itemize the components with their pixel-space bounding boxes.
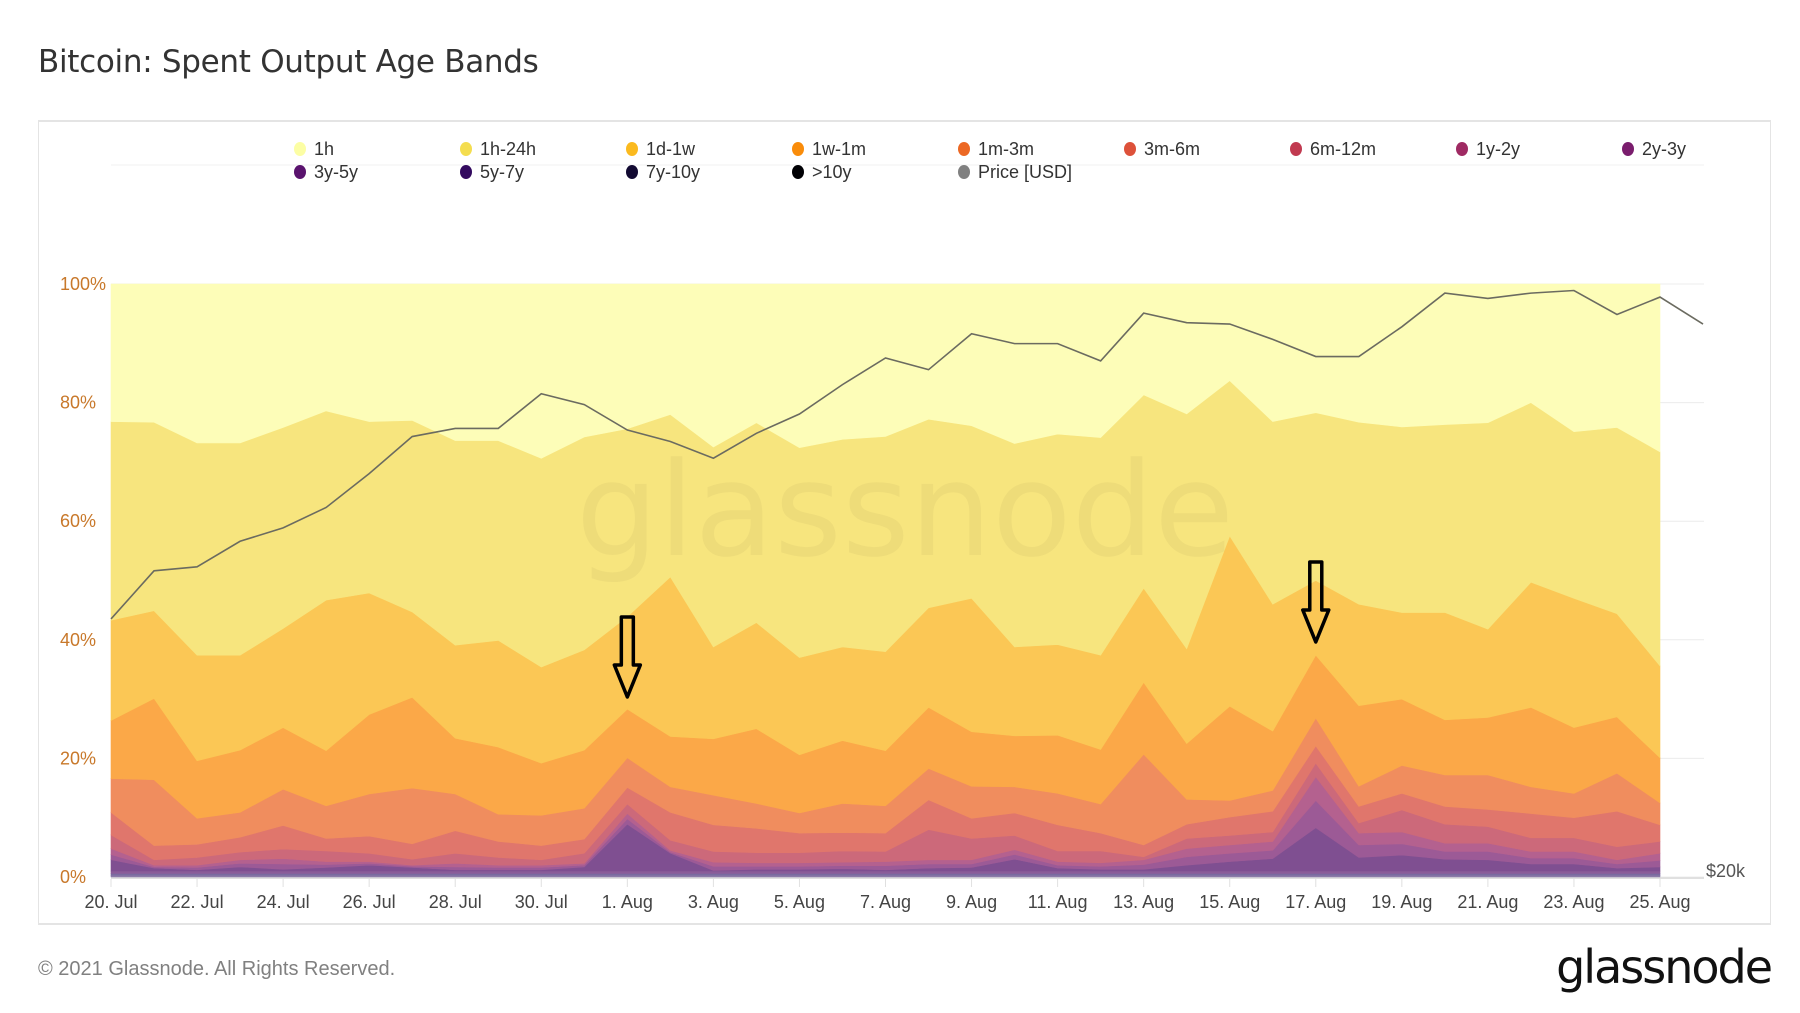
legend-label: 5y-7y [480, 162, 524, 182]
legend-label: 3y-5y [314, 162, 358, 182]
x-tick-label: 30. Jul [515, 892, 568, 912]
legend-swatch [792, 142, 804, 156]
arrow-down-icon [1301, 560, 1331, 644]
legend-label: 1m-3m [978, 139, 1034, 159]
glassnode-logo: glassnode [1556, 940, 1773, 994]
legend-swatch [958, 142, 970, 156]
watermark: glassnode [576, 434, 1234, 586]
annotations [612, 560, 1331, 699]
x-tick-label: 7. Aug [860, 892, 911, 912]
price-series-line [110, 289, 1704, 620]
page-title: Bitcoin: Spent Output Age Bands [38, 44, 539, 80]
legend-item[interactable]: 1d-1w [626, 139, 696, 159]
legend-item[interactable]: 5y-7y [460, 162, 524, 182]
y-tick-label: 60% [60, 511, 96, 531]
y-tick-label: 40% [60, 630, 96, 650]
x-tick-label: 21. Aug [1457, 892, 1518, 912]
x-axis: 20. Jul 22. Jul 24. Jul 26. Jul 28. Jul 30. J… [84, 879, 1691, 912]
x-tick-label: 5. Aug [774, 892, 825, 912]
legend-item[interactable]: 2y-3y [1622, 139, 1686, 159]
x-tick-label: 11. Aug [1028, 892, 1088, 912]
legend-swatch [294, 142, 306, 156]
arrow-down-icon [612, 615, 643, 699]
legend-label: 1h [314, 139, 334, 159]
legend-label: 1y-2y [1476, 139, 1520, 159]
legend-label: 6m-12m [1310, 139, 1376, 159]
legend-swatch [1456, 142, 1468, 156]
y-tick-label: 100% [60, 274, 106, 294]
legend-label: 1w-1m [812, 139, 866, 159]
x-tick-label: 22. Jul [171, 892, 224, 912]
legend-label: >10y [812, 162, 852, 182]
x-tick-label: 9. Aug [946, 892, 997, 912]
legend-item[interactable]: 1w-1m [792, 139, 866, 159]
legend-item[interactable]: 1m-3m [958, 139, 1034, 159]
x-tick-label: 1. Aug [602, 892, 653, 912]
legend-label: Price [USD] [978, 162, 1072, 182]
legend-item[interactable]: 3m-6m [1124, 139, 1200, 159]
legend-swatch [1124, 142, 1136, 156]
y-tick-label: 0% [60, 867, 86, 887]
legend-item[interactable]: 1h [294, 139, 334, 159]
x-tick-label: 24. Jul [257, 892, 310, 912]
stacked-areas [110, 283, 1661, 878]
copyright: © 2021 Glassnode. All Rights Reserved. [38, 958, 396, 980]
y-tick-label: 20% [60, 748, 96, 768]
legend-swatch [460, 165, 472, 179]
legend-item[interactable]: 3y-5y [294, 162, 358, 182]
legend-label: 3m-6m [1144, 139, 1200, 159]
legend-swatch [626, 142, 638, 156]
legend-swatch [294, 165, 306, 179]
legend-label: 2y-3y [1642, 139, 1686, 159]
legend: 1h 1h-24h 1d-1w 1w-1m 1m-3m 3m-6m 6m-12m 1y-2y 2… [294, 139, 1686, 182]
x-tick-label: 26. Jul [343, 892, 396, 912]
x-tick-label: 13. Aug [1113, 892, 1174, 912]
legend-label: 1d-1w [646, 139, 696, 159]
x-tick-label: 28. Jul [429, 892, 482, 912]
price-line [110, 289, 1704, 620]
x-tick-label: 15. Aug [1199, 892, 1260, 912]
area-5y-7y [110, 870, 1661, 874]
legend-swatch [626, 165, 638, 179]
chart-frame [38, 120, 1771, 925]
x-tick-label: 20. Jul [84, 892, 137, 912]
area-1h [110, 283, 1661, 459]
x-tick-label: 17. Aug [1285, 892, 1346, 912]
y-tick-label: 80% [60, 393, 96, 413]
legend-swatch [1290, 142, 1302, 156]
price-tick-label: $20k [1706, 861, 1746, 881]
legend-label: 1h-24h [480, 139, 536, 159]
legend-label: 7y-10y [646, 162, 700, 182]
y-axis: 0% 20% 40% 60% 80% 100% $20k [60, 274, 1746, 887]
legend-swatch [1622, 142, 1634, 156]
x-tick-label: 3. Aug [688, 892, 739, 912]
x-tick-label: 23. Aug [1543, 892, 1604, 912]
x-tick-label: 25. Aug [1629, 892, 1690, 912]
legend-item[interactable]: 7y-10y [626, 162, 700, 182]
legend-item[interactable]: Price [USD] [958, 162, 1072, 182]
x-tick-label: 19. Aug [1371, 892, 1432, 912]
legend-swatch [792, 165, 804, 179]
legend-item[interactable]: 6m-12m [1290, 139, 1376, 159]
legend-swatch [460, 142, 472, 156]
legend-item[interactable]: 1h-24h [460, 139, 536, 159]
legend-swatch [958, 165, 970, 179]
legend-item[interactable]: 1y-2y [1456, 139, 1520, 159]
legend-item[interactable]: >10y [792, 162, 852, 182]
